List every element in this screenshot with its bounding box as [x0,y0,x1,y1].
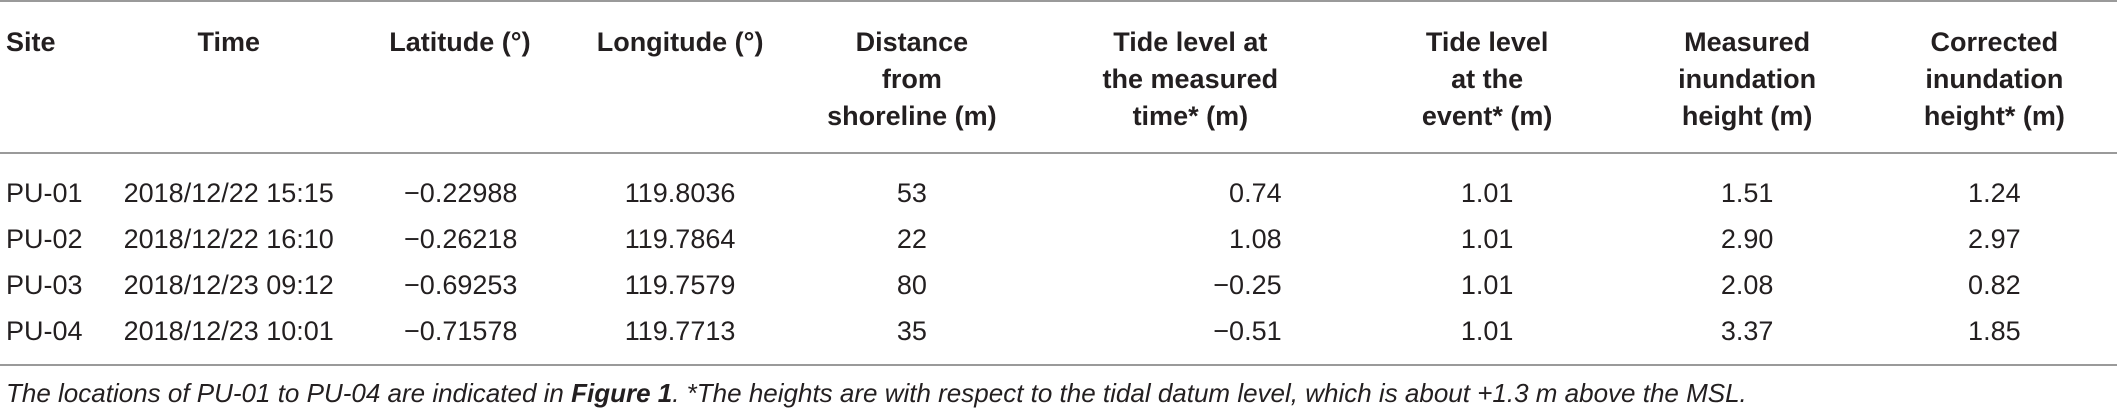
header-corrected-height: Corrected inundation height* (m) [1871,0,2117,154]
cell-distance: 53 [896,177,927,208]
cell-longitude: 119.7864 [624,223,736,254]
header-site: Site [0,0,104,154]
cell-latitude: −0.26218 [404,223,518,254]
table-footnote: The locations of PU-01 to PU-04 are indi… [6,378,1747,409]
header-time: Time [103,0,355,154]
header-row: Site Time Latitude (°) Longitude (°) Dis… [0,0,2117,154]
footnote-text-end: . *The heights are with respect to the t… [672,378,1747,408]
data-table: Site Time Latitude (°) Longitude (°) Dis… [0,0,2117,366]
cell-tide-measured: 0.74 [1229,177,1282,208]
cell-tide-measured: −0.25 [1213,269,1282,300]
header-tide-measured: Tide level at the measured time* (m) [1029,0,1352,154]
cell-time: 2018/12/23 09:12 [123,269,334,300]
cell-corrected-height: 2.97 [1968,223,2021,254]
header-longitude: Longitude (°) [565,0,795,154]
cell-latitude: −0.22988 [404,177,518,208]
header-tide-event: Tide level at the event* (m) [1351,0,1623,154]
cell-site: PU-03 [6,269,83,300]
cell-distance: 35 [794,308,1030,366]
table-row: PU-03 2018/12/23 09:12 −0.69253 119.7579… [0,262,2117,308]
cell-measured-height: 2.08 [1720,269,1774,300]
header-distance: Distance from shoreline (m) [794,0,1030,154]
cell-measured-height: 3.37 [1622,308,1872,366]
cell-corrected-height: 1.85 [1871,308,2117,366]
cell-site: PU-04 [0,308,104,366]
cell-time: 2018/12/22 15:15 [123,177,334,208]
cell-longitude: 119.7713 [565,308,795,366]
cell-longitude: 119.8036 [624,177,736,208]
cell-site: PU-01 [6,177,83,208]
cell-time: 2018/12/23 10:01 [103,308,355,366]
footnote-text-start: The locations of PU-01 to PU-04 are indi… [6,378,572,408]
cell-site: PU-02 [6,223,83,254]
header-latitude: Latitude (°) [354,0,566,154]
cell-tide-event: 1.01 [1460,223,1514,254]
cell-tide-event: 1.01 [1351,308,1623,366]
figure-reference: Figure 1 [571,378,673,408]
cell-measured-height: 2.90 [1720,223,1774,254]
cell-tide-event: 1.01 [1460,177,1514,208]
cell-distance: 80 [896,269,927,300]
table-row: PU-04 2018/12/23 10:01 −0.71578 119.7713… [0,308,2117,366]
cell-latitude: −0.71578 [354,308,566,366]
cell-measured-height: 1.51 [1720,177,1774,208]
cell-tide-event: 1.01 [1460,269,1514,300]
cell-corrected-height: 0.82 [1968,269,2021,300]
header-measured-height: Measured inundation height (m) [1622,0,1872,154]
cell-latitude: −0.69253 [404,269,518,300]
table-row: PU-02 2018/12/22 16:10 −0.26218 119.7864… [0,216,2117,262]
table-row: PU-01 2018/12/22 15:15 −0.22988 119.8036… [0,153,2117,216]
cell-longitude: 119.7579 [624,269,736,300]
cell-time: 2018/12/22 16:10 [123,223,334,254]
cell-tide-measured: 1.08 [1229,223,1282,254]
cell-corrected-height: 1.24 [1968,177,2021,208]
cell-distance: 22 [896,223,927,254]
cell-tide-measured: −0.51 [1029,308,1352,366]
